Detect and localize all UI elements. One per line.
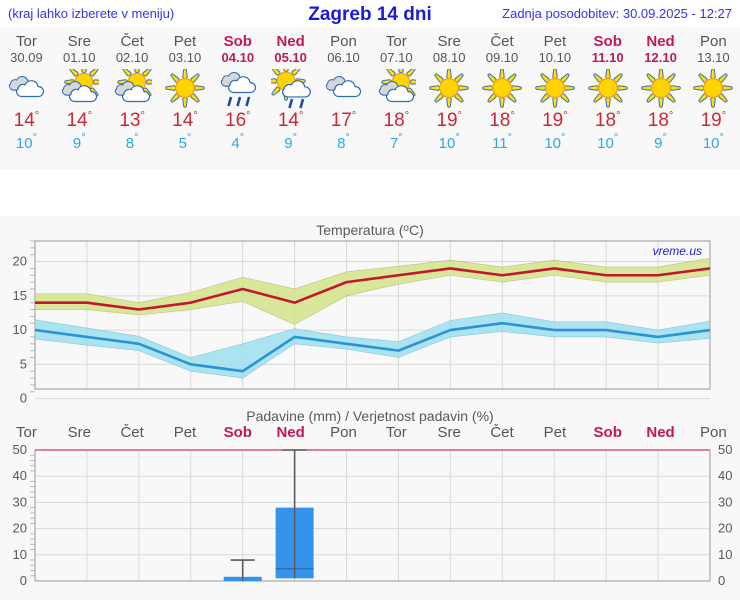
svg-text:10: 10 [13, 547, 27, 562]
svg-text:40: 40 [13, 468, 27, 483]
svg-text:0: 0 [20, 573, 27, 588]
svg-text:20: 20 [13, 254, 27, 269]
svg-text:50: 50 [718, 444, 732, 457]
svg-text:15: 15 [13, 288, 27, 303]
svg-text:10: 10 [718, 547, 732, 562]
svg-text:20: 20 [718, 521, 732, 536]
svg-text:50: 50 [13, 444, 27, 457]
svg-text:0: 0 [20, 391, 27, 406]
svg-text:30: 30 [718, 494, 732, 509]
svg-text:20: 20 [13, 521, 27, 536]
svg-text:5: 5 [20, 356, 27, 371]
svg-text:0: 0 [718, 573, 725, 588]
svg-text:vreme.us: vreme.us [653, 244, 702, 258]
svg-text:40: 40 [718, 468, 732, 483]
svg-text:10: 10 [13, 322, 27, 337]
svg-text:30: 30 [13, 494, 27, 509]
